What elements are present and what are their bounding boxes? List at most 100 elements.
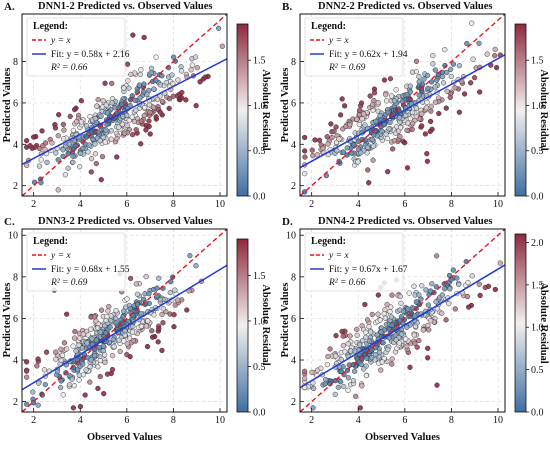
scatter-point [119,320,126,326]
scatter-point [95,129,102,135]
scatter-point [448,73,454,80]
scatter-point [385,169,391,175]
scatter-point [466,304,472,310]
scatter-point [52,125,59,131]
scatter-point [376,349,383,356]
scatter-point [379,128,385,134]
scatter-point [129,329,136,335]
legend-title: Legend: [33,21,68,32]
scatter-point [383,92,389,98]
scatter-point [477,292,483,299]
legend-identity-label: y = x [50,251,71,261]
scatter-point [456,109,463,115]
scatter-point [87,379,93,385]
scatter-point [388,93,395,99]
scatter-point [109,80,115,87]
scatter-point [34,363,40,369]
scatter-point [95,97,101,103]
panel-d: 2 4 6 8 10 2 4 6 8 10 D. DNN4-2 Predicted vs. Obser… [280,216,549,443]
scatter-point [60,392,66,398]
scatter-point [88,357,94,363]
scatter-point [425,302,432,308]
scatter-point [450,61,457,67]
x-tick-label: 2 [31,415,36,426]
colorbar-body [236,238,249,413]
scatter-point [137,71,144,78]
scatter-point [419,283,425,289]
scatter-point [364,144,371,151]
x-tick-label: 10 [215,199,225,210]
scatter-point [353,393,359,399]
scatter-point [484,51,490,57]
scatter-point [219,43,225,49]
scatter-point [64,346,70,352]
scatter-point [143,323,150,329]
scatter-point [338,379,344,385]
scatter-point [365,167,371,173]
scatter-point [141,34,147,41]
scatter-point [412,323,419,329]
y-axis-label: Predicted Values [2,68,13,143]
scatter-point [97,358,104,364]
y-axis-label: Predicted Values [280,68,291,143]
scatter-point [73,348,79,354]
scatter-point [433,77,440,83]
panel-letter: A. [4,1,15,13]
scatter-point [100,134,106,141]
scatter-point [432,84,438,90]
scatter-point [88,169,94,175]
y-tick-label: 10 [286,231,296,242]
scatter-point [179,89,185,96]
scatter-point [35,402,41,408]
colorbar-tick-label: 1.0 [253,316,266,327]
scatter-point [468,80,474,86]
scatter-point [121,338,127,344]
scatter-point [122,332,128,338]
scatter-point [354,326,360,332]
scatter-point [356,107,363,113]
scatter-point [88,156,95,162]
scatter-point [391,138,398,144]
identity-line [22,229,227,412]
scatter-point [169,72,175,78]
scatter-point [146,123,152,130]
legend-box [26,17,126,77]
scatter-point [389,361,395,367]
x-tick-label: 4 [78,415,83,426]
scatter-point [469,273,475,279]
scatter-point [103,102,109,108]
scatter-point [404,324,410,330]
y-tick-label: 6 [291,98,296,109]
scatter-point [423,105,429,111]
scatter-point [302,171,308,177]
scatter-point [412,340,418,346]
scatter-point [92,115,98,122]
scatter-point [49,140,55,146]
scatter-point [151,86,157,92]
fit-line [22,264,227,391]
scatter-point [154,293,160,299]
scatter-point [72,106,78,113]
scatter-point [131,118,138,125]
panel-letter: B. [282,1,292,13]
scatter-point [119,121,126,127]
scatter-point [72,328,78,335]
scatter-point [347,333,353,339]
scatter-point [332,391,338,398]
scatter-point [77,150,84,157]
scatter-point [497,260,503,266]
scatter-point [90,136,96,143]
scatter-point [86,142,92,148]
colorbar-tick-label: 0.5 [531,146,544,157]
panel-title: DNN2-2 Predicted vs. Observed Values [318,1,493,12]
scatter-point [492,286,498,293]
scatter-point [133,127,139,133]
legend: Legend: y = x Fit: y = 0.62x + 1.94 R² = 0.… [304,17,408,77]
scatter-point [149,334,156,340]
scatter-point [91,314,98,320]
scatter-point [464,40,470,47]
scatter-point [113,307,119,314]
scatter-point [111,344,117,350]
scatter-point [371,90,378,96]
scatter-point [126,85,132,91]
